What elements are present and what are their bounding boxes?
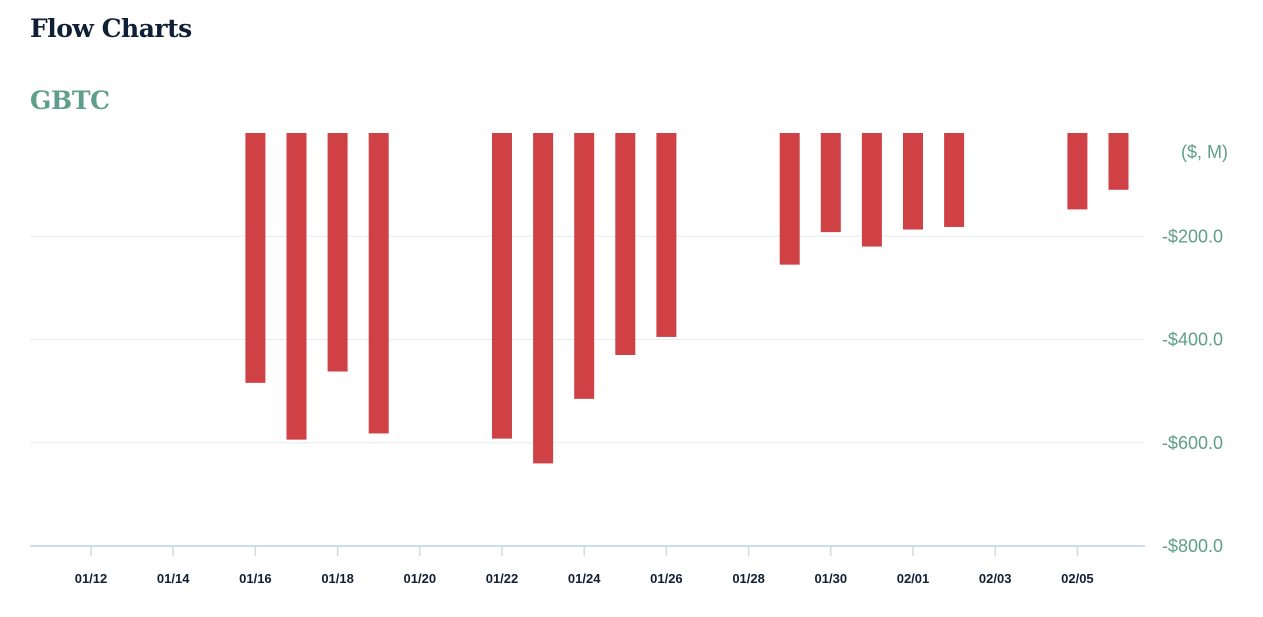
bar-01-25[interactable] — [615, 133, 636, 355]
x-tick-label: 01/26 — [650, 571, 683, 586]
x-tick-label: 02/05 — [1061, 571, 1094, 586]
bar-01-17[interactable] — [286, 133, 307, 440]
bar-02-01[interactable] — [903, 133, 923, 230]
bar-01-18[interactable] — [327, 133, 348, 372]
x-tick-label: 01/28 — [732, 571, 765, 586]
bar-02-06[interactable] — [1108, 133, 1129, 190]
y-tick-label: -$800.0 — [1162, 536, 1223, 556]
x-tick-label: 01/30 — [815, 571, 848, 586]
y-tick-label: -$400.0 — [1162, 330, 1223, 350]
bar-01-31[interactable] — [861, 133, 882, 247]
y-tick-label: -$200.0 — [1162, 226, 1223, 246]
x-tick-label: 02/01 — [897, 571, 930, 586]
x-tick-label: 01/16 — [239, 571, 272, 586]
bar-01-23[interactable] — [533, 133, 554, 464]
bar-01-30[interactable] — [820, 133, 841, 233]
axis-labels: -$200.0 -$400.0 -$600.0 -$800.0 — [1162, 226, 1223, 556]
x-tick-label: 02/03 — [979, 571, 1012, 586]
bar-01-29[interactable] — [779, 133, 800, 265]
x-tick-label: 01/12 — [75, 571, 108, 586]
bar-02-02[interactable] — [944, 133, 965, 227]
bar-02-05[interactable] — [1067, 133, 1088, 210]
bar-01-19[interactable] — [368, 133, 389, 434]
x-tick-label: 01/20 — [404, 571, 437, 586]
unit-label: ($, M) — [1181, 142, 1228, 162]
x-tick-label: 01/18 — [321, 571, 354, 586]
bar-01-22[interactable] — [492, 133, 512, 439]
page-title: Flow Charts — [30, 14, 192, 43]
bar-01-26[interactable] — [656, 133, 677, 337]
chart-title: GBTC — [30, 86, 110, 115]
bars — [245, 133, 1129, 464]
bar-01-24[interactable] — [574, 133, 595, 399]
x-tick-label: 01/22 — [486, 571, 519, 586]
y-tick-label: -$600.0 — [1162, 433, 1223, 453]
x-axis: 01/12 01/14 01/16 01/18 01/20 01/22 01/24 01/26… — [75, 546, 1094, 586]
x-tick-label: 01/24 — [568, 571, 601, 586]
x-tick-label: 01/14 — [157, 571, 190, 586]
bar-01-16[interactable] — [245, 133, 266, 383]
